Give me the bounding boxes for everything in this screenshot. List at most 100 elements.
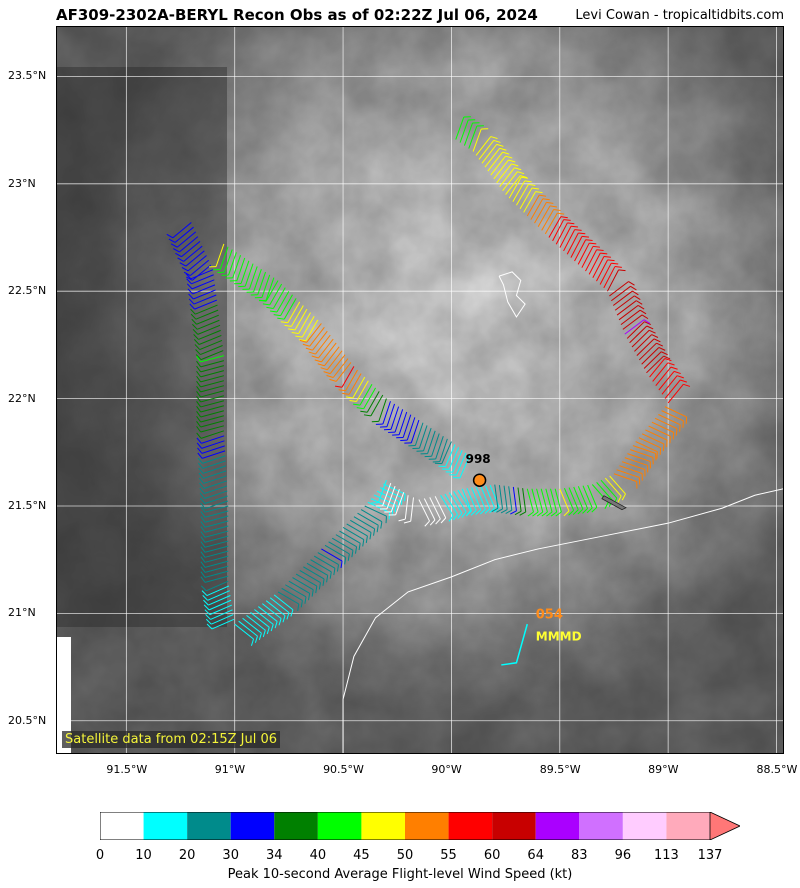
wind-barb [294, 308, 308, 331]
wind-barb-flag [333, 568, 336, 576]
wind-barb [466, 487, 477, 511]
wind-barb-flag [318, 582, 321, 590]
wind-barb-flag [190, 313, 197, 320]
wind-barb [461, 488, 472, 512]
wind-barb [526, 488, 534, 513]
colorbar-segment [579, 812, 623, 840]
wind-barb [545, 488, 553, 513]
wind-barb-flag [585, 239, 593, 241]
wind-barb [208, 599, 232, 611]
wind-barb [261, 603, 282, 619]
wind-barb [211, 614, 234, 625]
wind-barb-flag [189, 303, 196, 310]
wind-barb [531, 488, 539, 513]
wind-barb-flag [262, 630, 266, 638]
wind-barb [364, 505, 387, 517]
wind-barb-flag [191, 318, 197, 325]
wind-barb [641, 433, 665, 445]
wind-barb-flag [499, 147, 507, 151]
wind-barb-flag [250, 638, 255, 646]
wind-barb [292, 577, 314, 591]
wind-barb [427, 430, 436, 454]
wind-barb-flag [199, 482, 205, 489]
wind-barb [339, 530, 361, 544]
wind-barb-flag [181, 267, 189, 272]
wind-barb-flag [617, 495, 622, 503]
wind-barb [276, 290, 290, 313]
wind-barb-flag [496, 143, 504, 147]
wind-barb [204, 545, 229, 553]
wind-barb [299, 569, 321, 583]
wind-barb [382, 483, 392, 506]
wind-barb-flag [466, 510, 472, 517]
wind-barb [195, 304, 218, 315]
wind-barb [512, 486, 517, 511]
wind-barb-flag [514, 167, 522, 171]
wind-barb [664, 406, 687, 418]
wind-barb-flag [592, 245, 600, 248]
wind-barb [452, 449, 463, 473]
wind-barb [200, 405, 225, 413]
wind-barb [599, 262, 612, 285]
wind-barb [303, 566, 325, 580]
wind-barb-flag [196, 442, 203, 449]
wind-barb [200, 355, 225, 363]
wind-barb [309, 327, 325, 347]
satellite-texture [57, 27, 783, 753]
wind-barb [613, 473, 637, 483]
wind-barb [228, 252, 237, 276]
wind-barb-flag [185, 273, 192, 280]
wind-barb [406, 417, 416, 441]
wind-barb [185, 250, 205, 267]
wind-barb [394, 409, 404, 433]
wind-barb-flag [342, 392, 350, 395]
wind-barb [200, 430, 225, 439]
wind-barb [198, 329, 221, 340]
colorbar-tick-label: 45 [353, 848, 370, 863]
colorbar-tick-label: 40 [309, 848, 327, 863]
wind-barb [359, 384, 373, 406]
wind-barb [548, 216, 562, 238]
wind-barb-flag [166, 233, 174, 239]
wind-barb [603, 266, 616, 289]
wind-barb [288, 580, 310, 594]
recon-map: 054 MMMD 998 [56, 26, 784, 754]
wind-barb [540, 488, 548, 513]
wind-barb-flag [186, 278, 192, 285]
wind-barb-flag [329, 378, 337, 382]
wind-barb [494, 484, 499, 509]
wind-barb [505, 175, 521, 195]
wind-barb-flag [380, 521, 383, 529]
wind-barb-flag [196, 395, 202, 403]
wind-barb [306, 323, 322, 343]
wind-barb-flag [196, 370, 202, 378]
wind-barb-flag [508, 159, 516, 163]
lon-tick-label: 90.5°W [323, 763, 364, 776]
wind-barb-flag [205, 618, 212, 625]
wind-barb [630, 449, 654, 458]
lat-tick-label: 23.5°N [8, 69, 47, 83]
wind-barb-flag [196, 401, 202, 408]
wind-barb-flag [360, 410, 368, 413]
wind-barb-flag [491, 507, 499, 513]
wind-barb [459, 119, 469, 143]
wind-barb-flag [315, 586, 318, 594]
wind-barb-flag [197, 457, 203, 464]
wind-barb [196, 319, 220, 330]
wind-barb-flag [448, 515, 454, 522]
wind-barb-flag [177, 257, 184, 262]
wind-barb-flag [493, 506, 500, 513]
wind-barb [563, 487, 575, 511]
wind-barb-flag [344, 557, 347, 565]
wind-barb-flag [334, 385, 343, 388]
wind-barb [195, 309, 219, 320]
wind-barb [577, 486, 589, 509]
wind-barb-flag [637, 304, 645, 310]
wind-barb [503, 485, 508, 510]
wind-barb [285, 584, 307, 598]
wind-barb [201, 440, 225, 449]
wind-barb-flag [290, 609, 294, 617]
wind-barb-flag [200, 511, 206, 518]
colorbar-tick-label: 96 [614, 848, 632, 863]
wind-barb-flag [651, 334, 659, 338]
